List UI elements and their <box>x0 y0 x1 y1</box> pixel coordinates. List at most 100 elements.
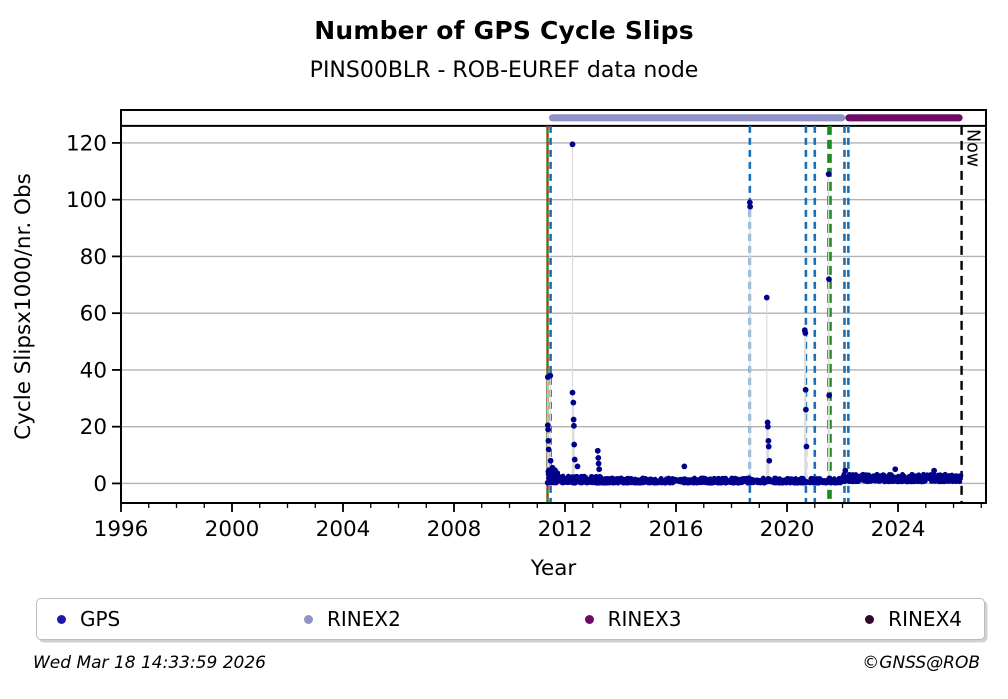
gps-data-point <box>842 467 849 474</box>
gps-data-point <box>764 419 771 426</box>
legend-item-rinex2: RINEX2 <box>304 607 401 631</box>
legend-item-rinex4: RINEX4 <box>865 607 962 631</box>
credit-label: ©GNSS@ROB <box>862 653 980 673</box>
rinex2-period-bar <box>548 114 846 122</box>
gps-data-point <box>574 463 581 470</box>
gps-data-point <box>918 479 924 485</box>
gps-data-point <box>949 477 955 483</box>
chart-title: Number of GPS Cycle Slips <box>314 16 694 45</box>
gps-data-point <box>618 475 624 481</box>
legend-item-rinex3: RINEX3 <box>584 607 682 631</box>
gps-data-point <box>765 443 772 450</box>
gps-data-point <box>886 474 892 480</box>
gps-data-point <box>578 473 584 479</box>
gps-data-point <box>826 276 832 283</box>
gps-data-point <box>907 479 913 485</box>
gps-data-point <box>594 447 601 454</box>
gps-data-point <box>557 478 563 484</box>
gps-data-point <box>545 446 552 453</box>
gps-data-point <box>840 478 846 484</box>
gps-data-point <box>571 441 578 448</box>
gps-data-point <box>681 463 688 470</box>
gps-data-point <box>927 474 933 480</box>
gps-data-point <box>958 472 964 478</box>
gps-data-point <box>764 479 770 485</box>
gps-data-point <box>879 476 885 482</box>
legend-label: GPS <box>80 607 121 631</box>
gps-cycle-slips-chart: 1996 2000 2004 2008 2012 2016 2020 2024 0 20 40 60 8… <box>11 109 987 581</box>
gps-data-point <box>700 475 706 481</box>
gps-data-point <box>545 437 552 444</box>
gps-data-point <box>825 171 832 178</box>
y-tick-label: 20 <box>80 415 107 440</box>
gps-data-point <box>802 406 809 413</box>
gps-data-point <box>886 479 892 485</box>
chart-subtitle: PINS00BLR - ROB-EUREF data node <box>309 58 699 83</box>
gps-data-point <box>745 475 751 481</box>
gps-data-point <box>570 422 577 429</box>
gps-data-point <box>723 475 729 481</box>
gps-data-point <box>549 464 556 471</box>
legend-label: RINEX4 <box>888 607 962 631</box>
x-tick-label: 2004 <box>316 517 371 542</box>
plot-timestamp: Wed Mar 18 14:33:59 2026 <box>33 653 266 673</box>
legend-label: RINEX3 <box>607 607 682 631</box>
y-tick-label: 60 <box>80 302 107 327</box>
gps-data-point <box>866 477 872 483</box>
gps-data-point <box>547 457 554 464</box>
gps-data-point <box>776 479 782 485</box>
plot-border <box>120 109 987 504</box>
gps-data-point <box>595 460 602 467</box>
gps-data-point <box>547 372 554 379</box>
x-tick-label: 2008 <box>427 517 482 542</box>
gps-data-point <box>689 479 695 485</box>
gps-data-point <box>953 478 959 484</box>
gps-data-point <box>624 475 630 481</box>
gps-data-point <box>633 478 639 484</box>
gps-data-point <box>826 392 833 399</box>
gps-data-point <box>748 479 754 485</box>
gps-data-point <box>601 478 607 484</box>
gps-data-point <box>764 423 771 430</box>
gps-data-point <box>653 480 659 486</box>
gps-data-point <box>816 480 822 486</box>
gps-data-point <box>807 480 813 486</box>
x-tick-label: 2020 <box>760 517 815 542</box>
gps-data-point <box>936 479 942 485</box>
gps-data-point <box>596 466 603 473</box>
gps-data-point <box>828 480 834 486</box>
y-tick-label: 100 <box>66 188 107 213</box>
gps-data-point <box>874 476 880 482</box>
gps-data-point <box>772 480 778 486</box>
legend-item-gps: GPS <box>57 607 120 631</box>
gps-data-point <box>729 476 735 482</box>
gps-data-point <box>931 467 938 474</box>
x-tick-label: 2024 <box>871 517 926 542</box>
legend-label: RINEX2 <box>327 607 401 631</box>
rinex3-period-bar <box>845 114 963 122</box>
gps-data-point <box>954 474 960 480</box>
gps-data-point <box>589 479 595 485</box>
x-tick-label: 2012 <box>538 517 593 542</box>
gps-data-point <box>551 480 557 486</box>
gps-data-point <box>942 479 948 485</box>
legend: GPS RINEX2 RINEX3 RINEX4 <box>36 598 985 640</box>
gps-data-point <box>652 476 658 482</box>
gps-data-point <box>803 480 809 486</box>
gps-data-point <box>856 476 862 482</box>
gps-data-point <box>892 466 899 473</box>
gps-data-point <box>570 416 577 423</box>
y-tick-label: 0 <box>93 472 107 497</box>
gps-data-point <box>791 480 797 486</box>
gps-data-point <box>571 456 578 463</box>
gps-data-point <box>544 422 551 429</box>
gps-data-point <box>832 480 838 486</box>
gps-data-point <box>671 477 677 483</box>
x-tick-label: 2016 <box>649 517 704 542</box>
gps-data-point <box>569 141 576 148</box>
gps-data-point <box>569 389 576 396</box>
gps-data-point <box>545 426 551 433</box>
rinex2-marker-icon <box>304 614 314 624</box>
gps-data-point <box>935 472 941 478</box>
gps-data-point <box>607 480 613 486</box>
